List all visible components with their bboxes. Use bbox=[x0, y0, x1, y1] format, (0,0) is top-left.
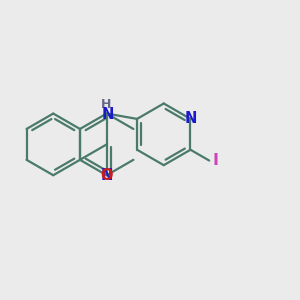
Text: I: I bbox=[213, 153, 219, 168]
Text: N: N bbox=[101, 107, 114, 122]
Text: N: N bbox=[184, 111, 197, 126]
Text: H: H bbox=[101, 98, 111, 111]
Text: O: O bbox=[100, 168, 113, 183]
Text: N: N bbox=[100, 168, 113, 183]
